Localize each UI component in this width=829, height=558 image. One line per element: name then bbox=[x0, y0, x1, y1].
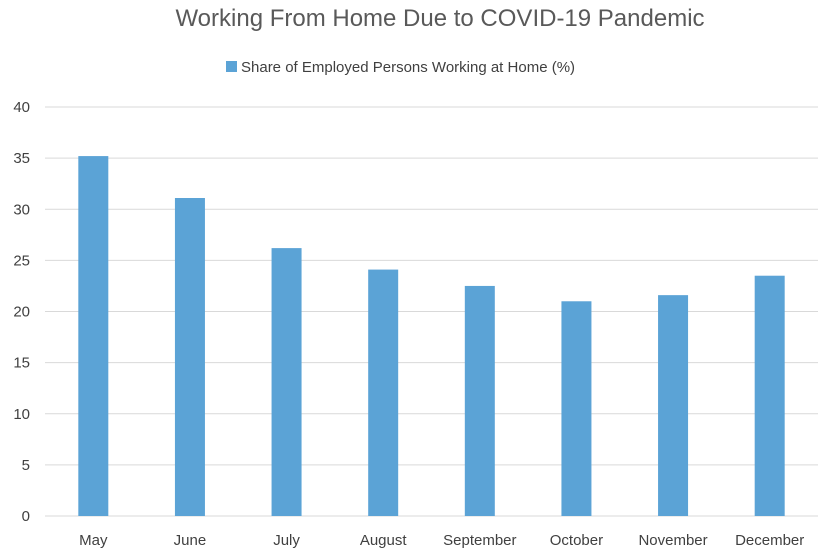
bar-october bbox=[561, 301, 592, 516]
bar-december bbox=[754, 275, 785, 516]
x-category-label: June bbox=[174, 532, 207, 549]
y-tick-label: 15 bbox=[13, 355, 30, 372]
bar-september bbox=[464, 285, 495, 516]
y-axis-ticks: 0 5 10 15 20 25 30 35 40 bbox=[13, 99, 30, 525]
x-category-label: August bbox=[360, 532, 408, 549]
x-category-label: October bbox=[550, 532, 603, 549]
y-tick-label: 40 bbox=[13, 99, 30, 116]
legend-swatch bbox=[226, 61, 237, 72]
x-category-label: September bbox=[443, 532, 516, 549]
chart-title: Working From Home Due to COVID-19 Pandem… bbox=[175, 5, 704, 32]
y-tick-label: 35 bbox=[13, 150, 30, 167]
x-category-label: July bbox=[273, 532, 300, 549]
y-tick-label: 25 bbox=[13, 252, 30, 269]
x-category-label: November bbox=[638, 532, 707, 549]
y-tick-label: 30 bbox=[13, 201, 30, 218]
legend: Share of Employed Persons Working at Hom… bbox=[226, 59, 575, 76]
gridlines bbox=[45, 106, 818, 517]
x-category-label: December bbox=[735, 532, 804, 549]
legend-label: Share of Employed Persons Working at Hom… bbox=[241, 59, 575, 76]
bar-may bbox=[78, 156, 109, 516]
y-tick-label: 10 bbox=[13, 406, 30, 423]
y-tick-label: 5 bbox=[22, 457, 30, 474]
bar-november bbox=[658, 295, 689, 516]
y-tick-label: 20 bbox=[13, 304, 30, 321]
bars bbox=[78, 156, 785, 517]
bar-june bbox=[174, 198, 205, 516]
y-tick-label: 0 bbox=[22, 508, 30, 525]
x-category-label: May bbox=[79, 532, 108, 549]
x-axis-categories: May June July August September October Novembe… bbox=[79, 532, 804, 549]
bar-august bbox=[368, 269, 399, 516]
bar-july bbox=[271, 248, 302, 517]
